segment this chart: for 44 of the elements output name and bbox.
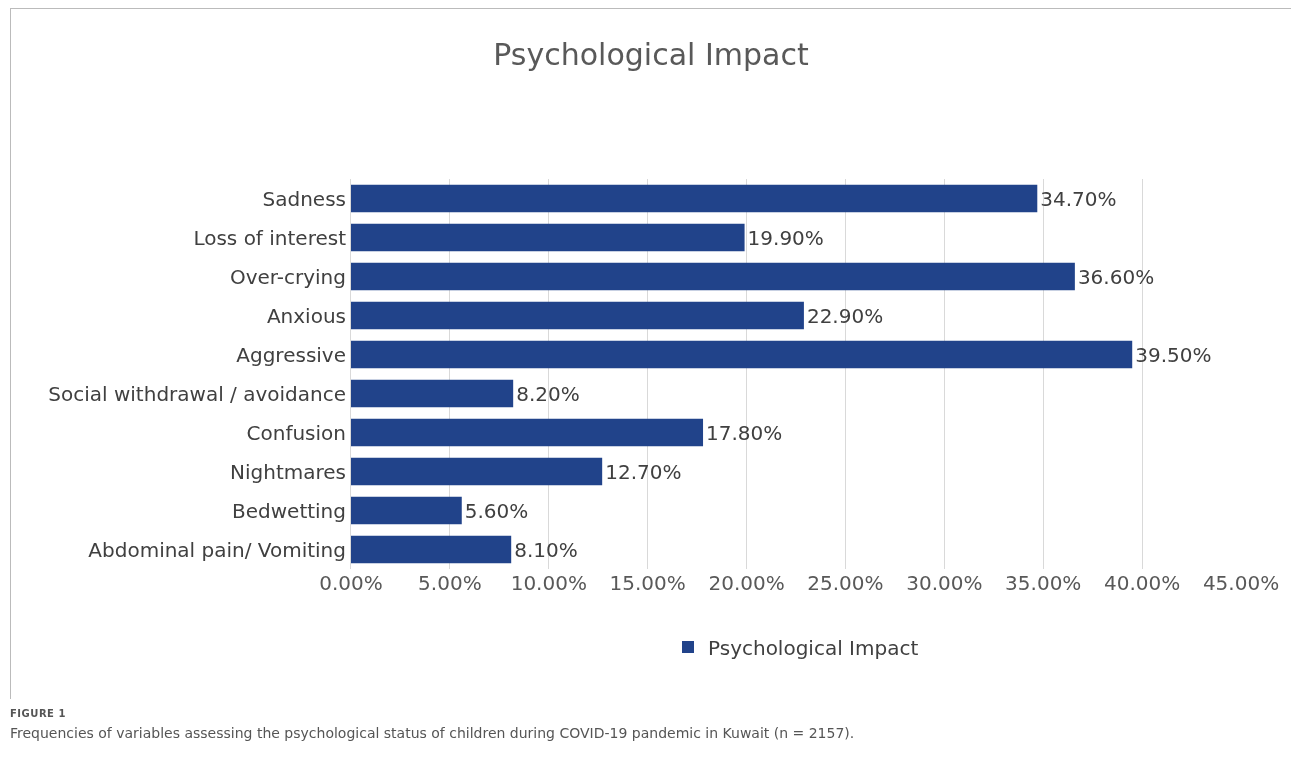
data-label: 39.50% <box>1135 342 1212 367</box>
y-tick-label: Social withdrawal / avoidance <box>48 381 346 406</box>
y-tick-label: Aggressive <box>236 342 346 367</box>
bar <box>351 262 1075 291</box>
bar <box>351 457 603 486</box>
y-tick-label: Over-crying <box>229 264 346 289</box>
bar <box>351 184 1038 213</box>
bar <box>351 535 512 564</box>
data-label: 5.60% <box>464 498 529 523</box>
x-tick-label: 40.00% <box>1103 571 1181 595</box>
data-label: 36.60% <box>1077 264 1155 289</box>
data-label: 17.80% <box>706 420 783 445</box>
x-tick-label: 0.00% <box>319 571 383 595</box>
bar <box>351 418 704 447</box>
data-label: 22.90% <box>806 303 884 328</box>
data-label: 8.20% <box>516 381 580 406</box>
data-label: 8.10% <box>514 537 578 562</box>
x-tick-label: 30.00% <box>906 571 983 595</box>
bar <box>351 379 514 408</box>
y-tick-label: Loss of interest <box>193 225 347 250</box>
y-tick-label: Confusion <box>246 420 346 445</box>
bar <box>351 340 1133 369</box>
y-tick-label: Anxious <box>266 303 346 328</box>
data-label: 19.90% <box>747 225 824 250</box>
x-tick-label: 10.00% <box>510 571 587 595</box>
caption: FIGURE 1 <box>10 708 67 719</box>
data-label: 12.70% <box>605 459 682 484</box>
x-tick-label: 5.00% <box>418 571 482 595</box>
x-tick-label: 45.00% <box>1202 571 1280 595</box>
legend-label: Psychological Impact <box>708 635 919 660</box>
data-label: 34.70% <box>1040 186 1117 211</box>
bar <box>351 301 804 330</box>
x-tick-label: 35.00% <box>1005 571 1082 595</box>
x-tick-label: 15.00% <box>609 571 686 595</box>
chart-title: Psychological Impact <box>493 36 809 72</box>
x-tick-label: 20.00% <box>708 571 785 595</box>
x-tick-label: 25.00% <box>807 571 884 595</box>
y-tick-label: Bedwetting <box>232 498 346 523</box>
text: Frequencies of variables assessing the psychological status of children during COVID-19 pandemic in Kuwait (n = 2157). <box>10 725 856 741</box>
y-tick-label: Abdominal pain/ Vomiting <box>88 537 346 562</box>
y-tick-label: Nightmares <box>230 459 346 484</box>
bar <box>351 496 462 525</box>
y-tick-label: Sadness <box>262 186 346 211</box>
bar <box>351 223 745 252</box>
